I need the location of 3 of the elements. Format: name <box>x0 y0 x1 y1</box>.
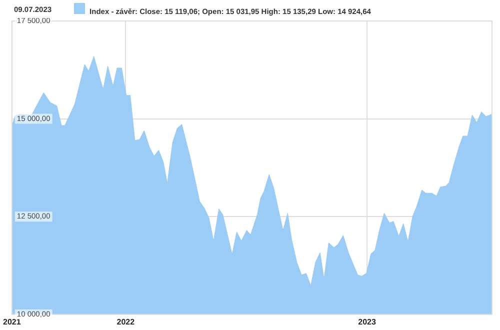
x-tick-label: 2022 <box>116 317 136 326</box>
x-tick-label: 2021 <box>3 317 22 326</box>
x-tick-label: 2023 <box>358 317 376 326</box>
